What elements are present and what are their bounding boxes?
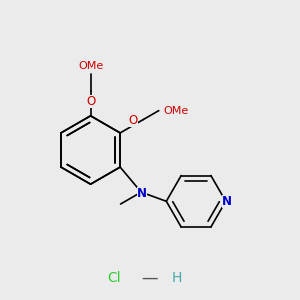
- Text: N: N: [137, 187, 147, 200]
- Text: O: O: [86, 95, 95, 108]
- Text: OMe: OMe: [78, 61, 103, 71]
- Text: —: —: [142, 269, 158, 287]
- Text: N: N: [222, 195, 232, 208]
- Text: OMe: OMe: [163, 106, 188, 116]
- Text: Cl: Cl: [107, 271, 121, 285]
- Text: O: O: [129, 114, 138, 128]
- Text: H: H: [172, 271, 182, 285]
